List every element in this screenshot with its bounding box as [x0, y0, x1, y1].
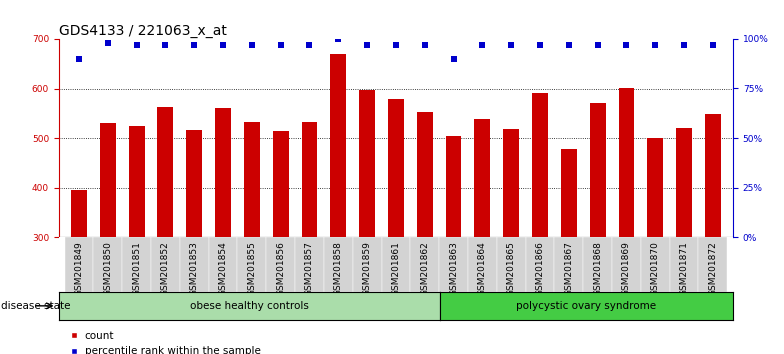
Bar	[561, 149, 577, 237]
Text: GSM201849: GSM201849	[74, 241, 83, 296]
FancyBboxPatch shape	[151, 237, 180, 292]
Point	[649, 42, 662, 48]
Point	[159, 42, 172, 48]
Text: GSM201854: GSM201854	[219, 241, 227, 296]
Bar	[676, 128, 692, 237]
FancyBboxPatch shape	[439, 237, 468, 292]
Point	[188, 42, 201, 48]
Point	[130, 42, 143, 48]
Text: GSM201868: GSM201868	[593, 241, 602, 296]
Text: GSM201858: GSM201858	[334, 241, 343, 296]
Point	[476, 42, 488, 48]
Point	[419, 42, 431, 48]
FancyBboxPatch shape	[238, 237, 267, 292]
FancyBboxPatch shape	[583, 237, 612, 292]
Text: polycystic ovary syndrome: polycystic ovary syndrome	[517, 301, 656, 311]
Bar	[590, 103, 605, 237]
Text: disease state: disease state	[1, 301, 71, 311]
Point	[73, 56, 85, 62]
Text: obese healthy controls: obese healthy controls	[190, 301, 309, 311]
FancyBboxPatch shape	[180, 237, 209, 292]
FancyBboxPatch shape	[295, 237, 324, 292]
Text: GSM201865: GSM201865	[506, 241, 516, 296]
Text: GSM201851: GSM201851	[132, 241, 141, 296]
FancyBboxPatch shape	[554, 237, 583, 292]
Point	[245, 42, 258, 48]
Text: GSM201864: GSM201864	[478, 241, 487, 296]
FancyBboxPatch shape	[497, 237, 525, 292]
FancyBboxPatch shape	[468, 237, 497, 292]
Point	[390, 42, 402, 48]
Text: GSM201863: GSM201863	[449, 241, 458, 296]
Bar	[244, 122, 260, 237]
FancyBboxPatch shape	[670, 237, 699, 292]
Bar	[359, 91, 375, 237]
Legend: count, percentile rank within the sample: count, percentile rank within the sample	[64, 327, 265, 354]
FancyBboxPatch shape	[122, 237, 151, 292]
Text: GDS4133 / 221063_x_at: GDS4133 / 221063_x_at	[59, 24, 227, 38]
Point	[101, 40, 114, 46]
FancyBboxPatch shape	[382, 237, 410, 292]
Bar	[648, 138, 663, 237]
FancyBboxPatch shape	[641, 237, 670, 292]
Text: GSM201869: GSM201869	[622, 241, 631, 296]
Point	[534, 42, 546, 48]
Bar	[445, 136, 462, 237]
FancyBboxPatch shape	[353, 237, 382, 292]
Text: GSM201857: GSM201857	[305, 241, 314, 296]
Bar	[158, 107, 173, 237]
Text: GSM201853: GSM201853	[190, 241, 198, 296]
Text: GSM201867: GSM201867	[564, 241, 573, 296]
Bar	[330, 54, 347, 237]
Bar	[417, 112, 433, 237]
Text: GSM201856: GSM201856	[276, 241, 285, 296]
FancyBboxPatch shape	[267, 237, 295, 292]
Bar	[705, 114, 720, 237]
Point	[361, 42, 373, 48]
Bar	[129, 126, 144, 237]
Point	[706, 42, 719, 48]
Bar	[532, 93, 548, 237]
Point	[678, 42, 691, 48]
Point	[303, 42, 316, 48]
Bar	[388, 99, 404, 237]
Point	[505, 42, 517, 48]
Bar	[503, 129, 519, 237]
Bar	[71, 190, 87, 237]
FancyBboxPatch shape	[410, 237, 439, 292]
Point	[216, 42, 229, 48]
FancyBboxPatch shape	[525, 237, 554, 292]
Bar	[100, 123, 116, 237]
Bar	[619, 87, 634, 237]
Text: GSM201859: GSM201859	[363, 241, 372, 296]
Point	[448, 56, 460, 62]
FancyBboxPatch shape	[93, 237, 122, 292]
Text: GSM201870: GSM201870	[651, 241, 660, 296]
Bar	[302, 122, 318, 237]
Point	[274, 42, 287, 48]
Text: GSM201871: GSM201871	[680, 241, 688, 296]
Text: GSM201862: GSM201862	[420, 241, 429, 296]
FancyBboxPatch shape	[612, 237, 641, 292]
FancyBboxPatch shape	[699, 237, 728, 292]
Bar	[187, 130, 202, 237]
FancyBboxPatch shape	[209, 237, 238, 292]
Point	[620, 42, 633, 48]
FancyBboxPatch shape	[324, 237, 353, 292]
Text: GSM201852: GSM201852	[161, 241, 170, 296]
Text: GSM201861: GSM201861	[391, 241, 401, 296]
Point	[591, 42, 604, 48]
Bar	[474, 119, 490, 237]
Bar	[273, 131, 289, 237]
FancyBboxPatch shape	[64, 237, 93, 292]
Point	[332, 36, 344, 42]
Text: GSM201855: GSM201855	[247, 241, 256, 296]
Text: GSM201872: GSM201872	[709, 241, 717, 296]
Text: GSM201850: GSM201850	[103, 241, 112, 296]
Point	[563, 42, 575, 48]
Text: GSM201866: GSM201866	[535, 241, 545, 296]
Bar	[215, 108, 231, 237]
